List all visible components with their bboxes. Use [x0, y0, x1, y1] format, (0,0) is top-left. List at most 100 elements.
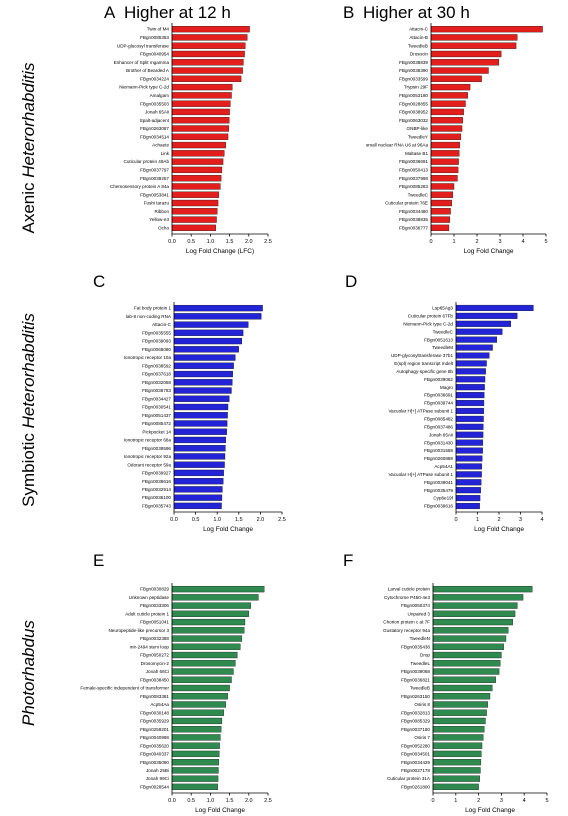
panel-letter-c: C: [93, 272, 105, 291]
category-label-d-20: FBgn0260888: [424, 456, 453, 461]
bar-f-16: [432, 709, 487, 716]
category-label-f-3: FBgn0050374: [401, 603, 430, 608]
category-label-e-3: FBgn0033306: [140, 603, 169, 608]
chart-b: Attacin-C Attacin-B TweedleB Drosocin FBgn00…: [366, 23, 548, 255]
panel-letter-f: F: [343, 551, 353, 570]
bar-e-14: [171, 693, 228, 700]
x-tick-label-b-0: 0: [429, 239, 432, 245]
bar-e-11: [171, 668, 234, 675]
category-label-f-6: Gustatory receptor 94a: [383, 628, 430, 633]
category-label-b-4: Drosocin: [410, 52, 429, 57]
x-tick-label-a-3: 1.5: [226, 239, 234, 245]
category-label-b-5: FBgn0038839: [399, 60, 428, 65]
bar-a-19: [171, 175, 222, 182]
category-label-a-20: Chemosensory protein A 84a: [110, 184, 169, 189]
bar-b-19: [430, 175, 458, 182]
category-label-d-2: Cuticular protein 67Fb: [408, 313, 454, 318]
category-label-f-14: FBgn0263150: [401, 694, 430, 699]
category-label-e-9: FBgn0050272: [140, 653, 169, 658]
x-tick-label-f-4: 4: [523, 798, 526, 804]
x-tick-label-c-0: 0.0: [170, 517, 178, 523]
x-tick-label-d-4: 4: [540, 517, 543, 523]
category-label-b-22: Cuticular protein 76E: [385, 201, 428, 206]
x-tick-label-c-4: 2.0: [257, 517, 265, 523]
bar-e-23: [171, 767, 219, 774]
row-label-symbiotic: Symbiotic Heterorhabditis: [19, 313, 38, 507]
x-tick-label-a-4: 2.0: [245, 239, 253, 245]
bar-b-22: [430, 199, 452, 207]
bar-f-4: [432, 610, 516, 617]
bar-b-23: [430, 208, 451, 215]
bar-d-19: [455, 447, 483, 454]
category-label-f-23: FBgn0027178: [401, 768, 430, 773]
bar-d-4: [455, 328, 503, 335]
bar-d-20: [455, 455, 483, 462]
x-axis-title-f: Log Fold Change: [465, 807, 515, 814]
bar-a-14: [171, 133, 229, 140]
category-label-c-6: FBgn0065080: [142, 347, 171, 352]
bar-d-15: [455, 415, 484, 422]
category-label-b-11: FBgn0038952: [399, 110, 428, 115]
x-tick-label-b-2: 2: [475, 239, 478, 245]
bar-c-2: [173, 313, 262, 320]
row-label-photorhabdus: Photorhabdus: [19, 620, 38, 726]
category-label-f-20: FBgn0052280: [401, 743, 430, 748]
category-label-e-5: FBgn0051041: [140, 620, 169, 625]
column-title-30h: Higher at 30 h: [363, 3, 470, 22]
category-label-e-10: Drosomycin-2: [141, 661, 170, 666]
bar-f-25: [432, 783, 479, 791]
category-label-c-21: FBgn0039927: [142, 471, 171, 476]
category-label-c-20: Odorant receptor 59a: [127, 462, 171, 467]
category-label-f-25: FBgn0261800: [401, 784, 430, 789]
x-tick-label-f-5: 5: [545, 798, 548, 804]
category-label-c-8: FBgn0038592: [142, 363, 171, 368]
bar-a-12: [171, 117, 230, 124]
category-label-c-25: FBgn0035743: [142, 503, 171, 508]
category-label-a-11: Jonah 65Aii: [145, 110, 169, 115]
column-title-12h: Higher at 12 h: [124, 3, 231, 22]
bar-c-20: [173, 461, 225, 468]
bar-d-5: [455, 336, 498, 343]
x-tick-label-e-5: 2.5: [264, 798, 272, 804]
bar-b-9: [430, 92, 468, 99]
chart-panels: Twin of M4 FBgn0085353 UDP-glucosyl transf…: [80, 23, 549, 814]
category-label-d-9: Autophagy-specific gene 8b: [396, 369, 453, 374]
category-label-b-13: GNBP-like: [407, 126, 429, 131]
category-label-a-18: FBgn0037797: [140, 168, 169, 173]
bar-f-13: [432, 684, 493, 692]
category-label-e-4: Adult cuticle protein 1: [125, 611, 169, 616]
category-label-f-21: FBgn0034501: [401, 752, 430, 757]
chart-c: Fat body protein 1 lab-8 non-coding RNA At…: [124, 302, 286, 533]
category-label-d-4: TweedleC: [433, 329, 454, 334]
category-label-b-21: TweedleC: [408, 192, 429, 197]
bar-f-9: [432, 651, 502, 659]
bar-f-2: [432, 594, 524, 601]
category-label-b-12: FBgn0063032: [399, 118, 428, 123]
bar-e-17: [171, 717, 223, 725]
bar-a-9: [171, 92, 232, 99]
category-label-d-19: FBgn0031558: [424, 448, 453, 453]
category-label-e-7: FBgn0032388: [140, 636, 169, 641]
bar-b-1: [430, 25, 543, 33]
category-label-f-12: FBgn0036821: [401, 677, 430, 682]
bar-c-12: [173, 395, 230, 402]
bar-e-20: [171, 742, 220, 749]
bar-c-16: [173, 428, 227, 435]
category-label-d-25: Cyp6e19f: [433, 496, 453, 501]
bar-f-6: [432, 627, 509, 634]
category-label-c-3: Attacin-C: [152, 322, 172, 327]
bar-d-21: [455, 463, 482, 470]
x-tick-label-d-0: 0: [454, 517, 457, 523]
category-label-e-16: FBgn0030148: [140, 710, 169, 715]
bar-a-23: [171, 208, 218, 215]
category-label-d-5: FBgn0051613: [424, 337, 453, 342]
bar-a-8: [171, 83, 233, 91]
bar-f-11: [432, 668, 500, 675]
bar-f-7: [432, 635, 507, 642]
bar-d-25: [455, 495, 481, 502]
category-label-b-23: FBgn0034480: [399, 209, 428, 214]
category-label-d-26: FBgn0039616: [424, 504, 453, 509]
bar-b-7: [430, 75, 482, 82]
bar-a-7: [171, 75, 242, 82]
category-label-c-10: FBgn0032058: [142, 380, 171, 385]
